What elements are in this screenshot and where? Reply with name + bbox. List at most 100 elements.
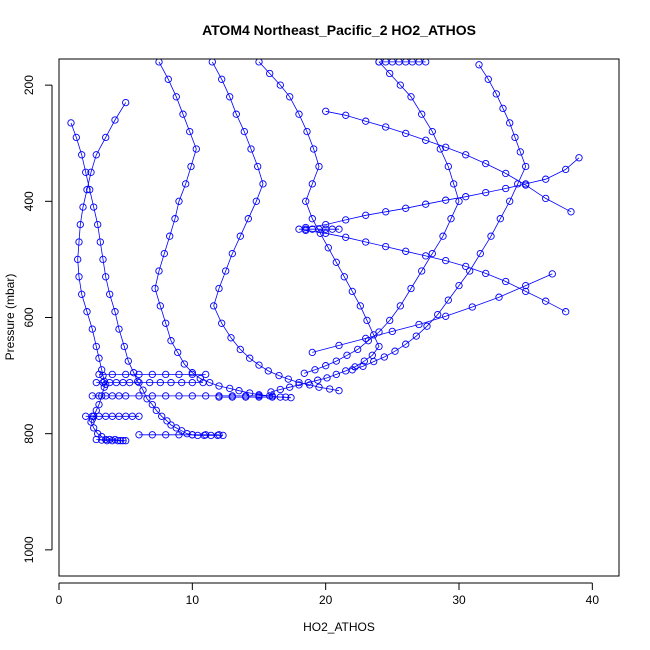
data-point [215, 382, 223, 390]
data-point [148, 400, 156, 409]
data-point [99, 255, 107, 264]
x-tick-label: 30 [452, 593, 466, 607]
data-point [402, 340, 410, 348]
data-point [151, 284, 159, 293]
data-point [264, 367, 272, 375]
series-16 [295, 225, 343, 233]
data-point [255, 361, 263, 369]
data-point [183, 430, 191, 438]
data-point [314, 376, 322, 384]
data-point [516, 148, 524, 156]
data-point [199, 378, 207, 387]
data-point [90, 203, 98, 211]
data-point [343, 351, 351, 359]
data-point [362, 334, 370, 343]
data-point [188, 378, 196, 387]
data-point [171, 215, 179, 223]
data-point [444, 296, 452, 304]
data-point [188, 431, 196, 439]
axis-layer: 0 10 20 30 40 200 400 600 800 1000 [22, 75, 599, 607]
data-point [246, 354, 254, 362]
data-point [342, 233, 350, 241]
data-point [276, 385, 284, 394]
series-13 [92, 378, 207, 387]
series-6-line [352, 64, 527, 371]
data-point [155, 59, 163, 66]
data-point [295, 381, 303, 389]
data-point [447, 215, 455, 223]
data-point [275, 371, 283, 380]
data-point [228, 393, 236, 401]
data-point [311, 366, 319, 374]
data-point [186, 127, 194, 136]
data-point [180, 360, 188, 368]
data-point [94, 220, 102, 229]
data-point [388, 327, 396, 336]
data-point [354, 345, 362, 354]
series-17 [375, 59, 430, 66]
data-point [79, 203, 87, 211]
data-point [163, 417, 171, 425]
data-point [308, 348, 316, 357]
data-point [482, 188, 490, 197]
data-point [208, 59, 216, 66]
data-point [188, 370, 196, 379]
data-point [286, 383, 294, 391]
data-point [175, 392, 183, 400]
data-point [218, 75, 226, 83]
data-point [300, 369, 308, 377]
data-point [308, 180, 316, 188]
data-point [236, 232, 244, 240]
data-point [255, 393, 263, 401]
data-point [106, 290, 114, 298]
data-point [240, 127, 248, 136]
data-point [92, 435, 100, 444]
data-point [167, 337, 175, 345]
data-point [332, 258, 340, 266]
data-point [407, 284, 415, 293]
data-point [139, 386, 147, 394]
data-point [575, 154, 583, 162]
series-3 [208, 59, 343, 395]
data-point [434, 310, 442, 319]
data-point [422, 252, 430, 260]
data-point [284, 375, 292, 383]
data-point [402, 247, 410, 255]
data-point [323, 374, 331, 382]
series-9-line [325, 110, 572, 213]
data-point [148, 431, 156, 439]
data-point [522, 162, 530, 171]
data-point [215, 284, 223, 293]
data-point [542, 175, 550, 183]
data-point [295, 378, 303, 387]
data-point [487, 232, 495, 240]
data-point [439, 232, 447, 240]
series-19 [215, 393, 290, 401]
data-point [303, 127, 311, 136]
data-point [76, 220, 84, 229]
data-point [126, 378, 134, 387]
data-point [462, 262, 470, 271]
data-point [476, 249, 484, 258]
data-point [102, 273, 110, 281]
data-point [308, 215, 316, 223]
data-point [192, 145, 200, 153]
data-point [442, 312, 450, 320]
series-6 [348, 61, 530, 374]
y-axis-label: Pressure (mbar) [3, 274, 17, 361]
series-8 [302, 226, 570, 316]
data-point [83, 308, 91, 316]
data-point [442, 196, 450, 204]
data-point [155, 267, 163, 275]
data-point [502, 184, 510, 193]
data-point [135, 412, 143, 420]
data-point [322, 229, 330, 237]
data-point [362, 238, 370, 246]
data-point [227, 334, 235, 342]
data-point [304, 378, 312, 387]
data-point [415, 320, 423, 329]
data-point [100, 383, 108, 391]
data-point [124, 357, 132, 365]
data-point [332, 357, 340, 365]
data-point [226, 93, 234, 101]
